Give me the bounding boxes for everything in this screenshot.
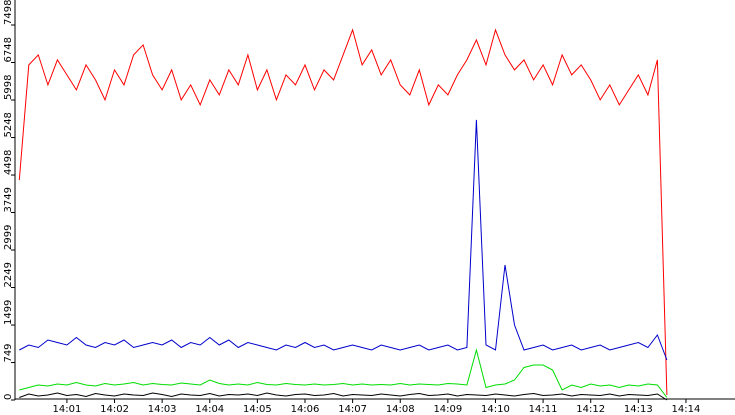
series-line [18, 28, 668, 396]
x-tick-label: 14:07 [338, 404, 367, 415]
series-line [19, 119, 668, 361]
y-tick-label: 0 [3, 394, 14, 400]
x-tick-label: 14:03 [148, 404, 177, 415]
y-tick-label: 749 [3, 343, 14, 362]
y-tick-label: 1499 [3, 300, 14, 325]
y-tick-label: 2999 [3, 225, 14, 250]
y-tick-label: 4498 [3, 150, 14, 175]
y-tick-label: 3749 [3, 187, 14, 212]
x-tick-label: 14:04 [195, 404, 224, 415]
y-tick-label: 6748 [3, 37, 14, 62]
x-tick-label: 14:09 [433, 404, 462, 415]
x-tick-label: 14:02 [100, 404, 129, 415]
x-tick-label: 14:14 [672, 404, 701, 415]
y-tick-label: 5998 [3, 75, 14, 100]
x-tick-label: 14:11 [529, 404, 558, 415]
series-line [19, 392, 668, 401]
x-tick-label: 14:05 [243, 404, 272, 415]
x-tick-label: 14:12 [576, 404, 605, 415]
x-tick-label: 14:06 [291, 404, 320, 415]
x-tick-label: 14:13 [624, 404, 653, 415]
x-tick-label: 14:10 [481, 404, 510, 415]
y-tick-label: 2249 [3, 262, 14, 287]
x-tick-label: 14:08 [386, 404, 415, 415]
y-tick-label: 7498 [3, 0, 14, 25]
y-tick-label: 5248 [3, 112, 14, 137]
series-line [19, 348, 668, 398]
x-tick-label: 14:01 [52, 404, 81, 415]
